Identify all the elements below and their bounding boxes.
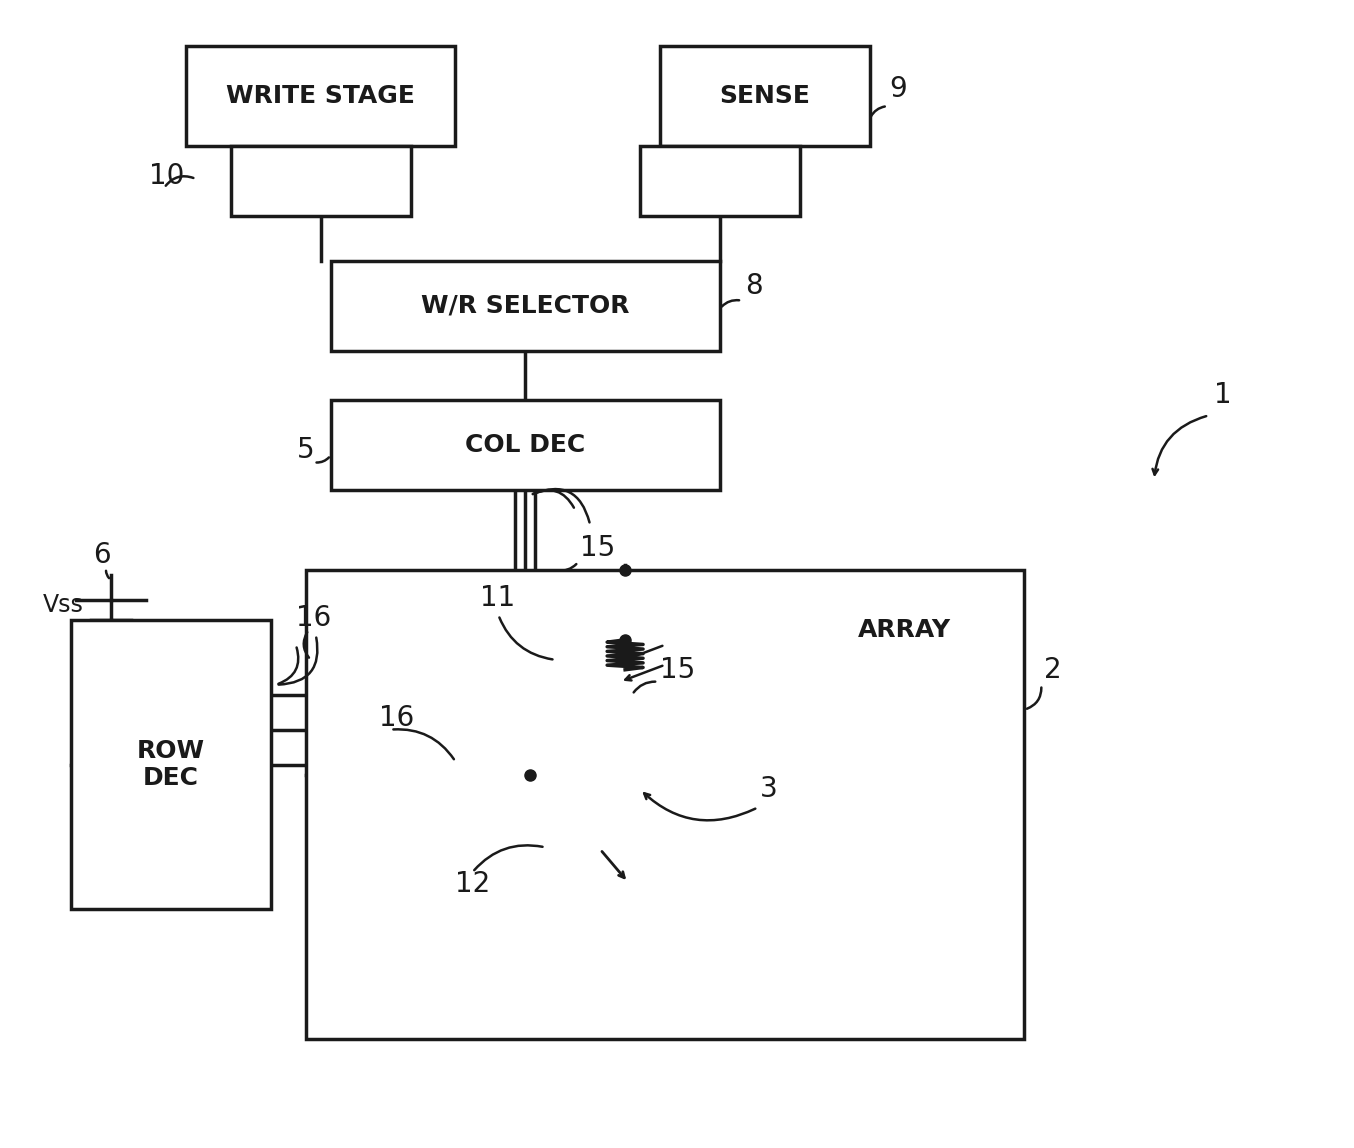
Text: 11: 11 <box>481 584 516 612</box>
Bar <box>330 261 720 350</box>
Text: WRITE STAGE: WRITE STAGE <box>226 84 416 108</box>
Text: W/R SELECTOR: W/R SELECTOR <box>421 294 630 318</box>
Text: 15: 15 <box>659 656 696 684</box>
Text: ROW
DEC: ROW DEC <box>137 738 204 791</box>
Bar <box>659 46 869 146</box>
Text: 12: 12 <box>455 870 490 898</box>
Bar <box>640 146 800 216</box>
Text: ARRAY: ARRAY <box>858 618 951 642</box>
Text: 10: 10 <box>149 162 184 189</box>
Bar <box>72 620 271 909</box>
Text: 6: 6 <box>93 541 111 569</box>
Text: COL DEC: COL DEC <box>466 433 585 457</box>
Text: 5: 5 <box>297 436 314 464</box>
Bar <box>330 401 720 490</box>
Text: 15: 15 <box>581 534 616 563</box>
Bar <box>232 146 410 216</box>
Bar <box>185 46 455 146</box>
Text: 1: 1 <box>1215 381 1232 410</box>
Text: 16: 16 <box>379 704 414 731</box>
Text: SENSE: SENSE <box>719 84 810 108</box>
Text: 3: 3 <box>760 776 777 804</box>
Text: Vss: Vss <box>43 592 84 616</box>
Text: 2: 2 <box>1044 656 1062 684</box>
Text: 8: 8 <box>745 272 762 300</box>
Text: 9: 9 <box>890 75 907 103</box>
Text: 16: 16 <box>295 604 330 631</box>
Bar <box>306 571 1024 1039</box>
